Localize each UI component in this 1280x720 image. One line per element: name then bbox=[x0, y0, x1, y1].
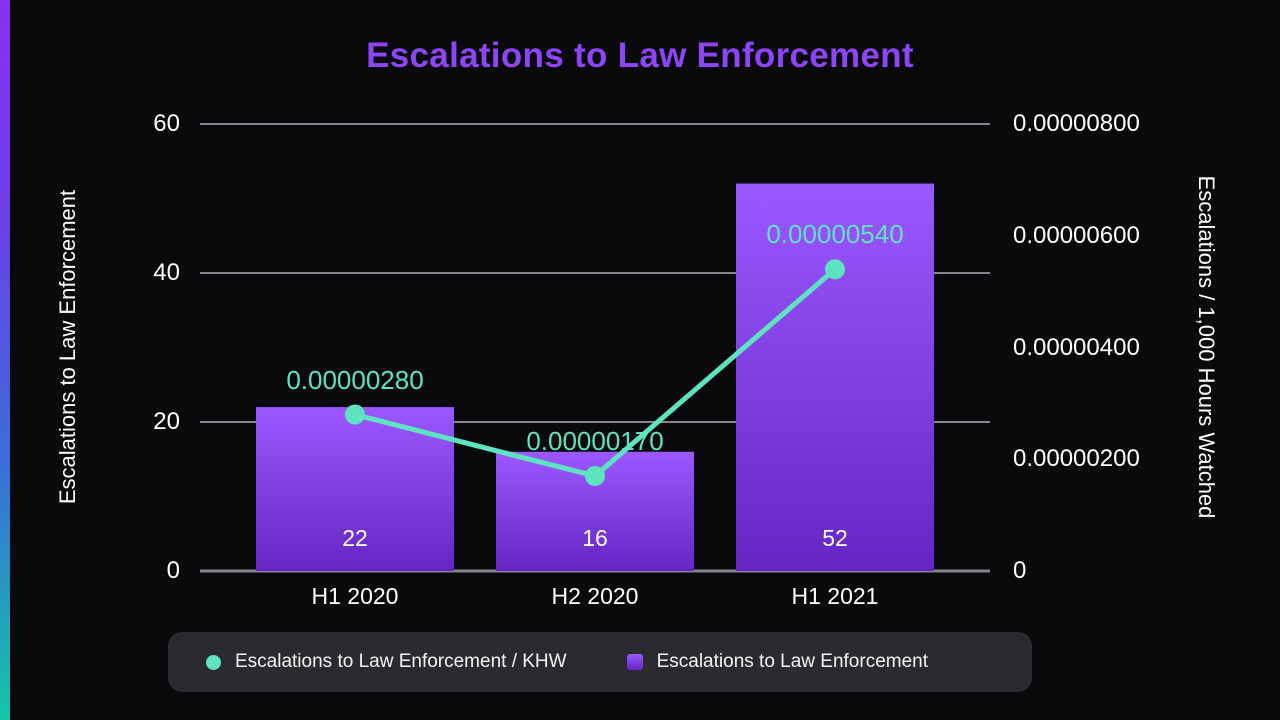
legend-item-bar-series: Escalations to Law Enforcement bbox=[626, 651, 929, 673]
right-tick-label: 0.00000800 bbox=[1013, 110, 1140, 137]
category-label: H1 2020 bbox=[311, 583, 399, 609]
left-tick-label: 60 bbox=[153, 110, 180, 137]
bar-series-swatch-icon bbox=[626, 654, 643, 670]
gradient-edge-stripe bbox=[0, 0, 10, 720]
line-point bbox=[585, 466, 605, 487]
bar bbox=[736, 183, 934, 571]
bar-value-label: 16 bbox=[582, 525, 608, 551]
line-series-swatch-icon bbox=[206, 654, 221, 670]
right-tick-label: 0.00000600 bbox=[1013, 221, 1140, 249]
legend-label-line-series: Escalations to Law Enforcement / KHW bbox=[235, 651, 567, 672]
category-label: H2 2020 bbox=[551, 583, 639, 609]
right-tick-label: 0.00000400 bbox=[1013, 333, 1140, 361]
left-tick-label: 20 bbox=[153, 408, 180, 435]
point-value-label: 0.00000540 bbox=[766, 219, 904, 250]
left-tick-label: 40 bbox=[153, 259, 180, 286]
bar bbox=[256, 407, 454, 571]
category-label: H1 2021 bbox=[791, 583, 879, 609]
bar-value-label: 52 bbox=[822, 525, 848, 551]
right-axis-title: Escalations / 1,000 Hours Watched bbox=[1194, 175, 1219, 519]
legend-label-bar-series: Escalations to Law Enforcement bbox=[656, 651, 929, 672]
left-axis-title: Escalations to Law Enforcement bbox=[55, 189, 80, 505]
line-point bbox=[825, 259, 845, 280]
point-value-label: 0.00000280 bbox=[286, 364, 424, 395]
legend: Escalations to Law Enforcement / KHW Esc… bbox=[168, 632, 1032, 692]
chart-title: Escalations to Law Enforcement bbox=[366, 36, 914, 75]
bar-value-label: 22 bbox=[342, 525, 368, 551]
point-value-label: 0.00000170 bbox=[526, 426, 664, 456]
right-tick-label: 0.00000200 bbox=[1013, 445, 1140, 473]
line-point bbox=[345, 404, 365, 425]
right-tick-label: 0 bbox=[1013, 557, 1027, 584]
left-tick-label: 0 bbox=[166, 557, 180, 584]
legend-item-line-series: Escalations to Law Enforcement / KHW bbox=[206, 651, 567, 673]
